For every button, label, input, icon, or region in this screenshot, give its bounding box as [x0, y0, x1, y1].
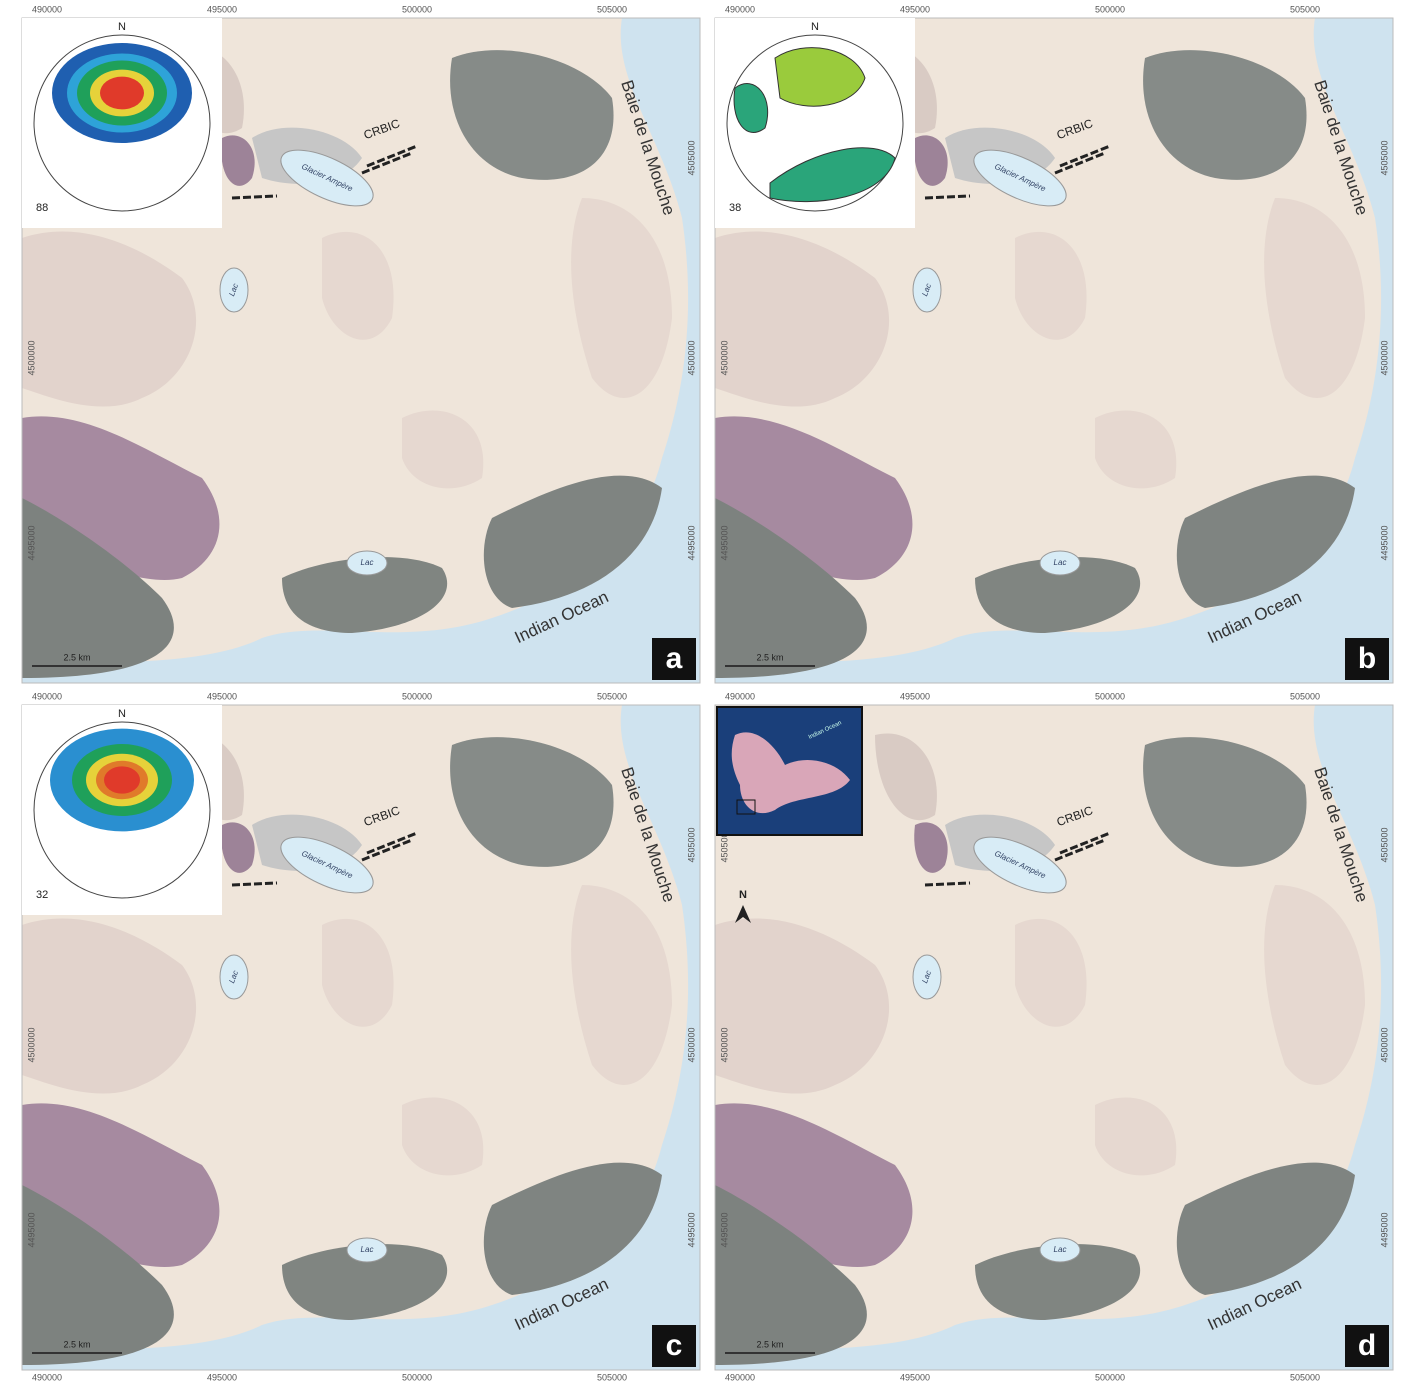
y-coordinate: 4495000 [719, 1212, 729, 1247]
x-coordinate: 500000 [1095, 4, 1125, 14]
x-coordinate: 495000 [900, 4, 930, 14]
place-label: Lac [361, 558, 374, 567]
x-coordinate: 495000 [900, 1372, 930, 1382]
x-coordinate: 490000 [725, 1372, 755, 1382]
x-coordinate: 490000 [32, 1372, 62, 1382]
y-coordinate: 4500000 [719, 1027, 729, 1062]
map-panel: 490000 490000 495000 495000 500000 500000 5050… [21, 691, 701, 1382]
x-coordinate: 495000 [207, 1372, 237, 1382]
x-coordinate: 495000 [207, 4, 237, 14]
x-coordinate: 500000 [402, 1372, 432, 1382]
north-arrow [735, 905, 751, 923]
density-contour [104, 766, 140, 794]
x-coordinate: 490000 [725, 691, 755, 701]
x-coordinate: 505000 [597, 1372, 627, 1382]
y-coordinate: 4500000 [686, 340, 696, 375]
x-coordinate: 490000 [32, 4, 62, 14]
panel-letter-box [1345, 1325, 1389, 1367]
x-coordinate: 495000 [900, 691, 930, 701]
map-panel: 490000 490000 495000 495000 500000 500000 5050… [714, 691, 1394, 1382]
stereonet-north: N [811, 21, 819, 33]
y-coordinate: 4495000 [26, 525, 36, 560]
x-coordinate: 500000 [402, 691, 432, 701]
place-label: Lac [361, 1245, 374, 1254]
inset-island [731, 732, 850, 814]
y-coordinate: 4505000 [1379, 827, 1389, 862]
panel-letter-box [652, 1325, 696, 1367]
place-label: Lac [227, 969, 240, 984]
y-coordinate: 4505000 [686, 140, 696, 175]
scale-label: 2.5 km [756, 652, 783, 662]
place-label: Lac [920, 969, 933, 984]
x-coordinate: 490000 [725, 4, 755, 14]
scale-label: 2.5 km [63, 1339, 90, 1349]
scale-label: 2.5 km [63, 652, 90, 662]
place-label: Lac [227, 282, 240, 297]
y-coordinate: 4505000 [719, 827, 729, 862]
x-coordinate: 500000 [1095, 691, 1125, 701]
y-coordinate: 4500000 [719, 340, 729, 375]
stereonet-north: N [118, 21, 126, 33]
x-coordinate: 505000 [1290, 4, 1320, 14]
x-coordinate: 495000 [207, 691, 237, 701]
place-label: Lac [920, 282, 933, 297]
y-coordinate: 4500000 [1379, 340, 1389, 375]
map-panel: 4900004950005000005050004505000450500045… [714, 4, 1394, 684]
y-coordinate: 4500000 [1379, 1027, 1389, 1062]
density-contour [100, 76, 144, 110]
y-coordinate: 4495000 [1379, 525, 1389, 560]
panel-frame [21, 704, 701, 1371]
y-coordinate: 4495000 [686, 1212, 696, 1247]
x-coordinate: 500000 [1095, 1372, 1125, 1382]
map-panel: 4900004950005000005050004505000450500045… [21, 4, 701, 684]
inset-extent [736, 799, 756, 815]
density-contour [769, 147, 896, 203]
panel-frame [21, 17, 701, 684]
y-coordinate: 4495000 [719, 525, 729, 560]
panel-frame [714, 17, 1394, 684]
x-coordinate: 490000 [32, 691, 62, 701]
density-contour [774, 47, 866, 107]
panel-letter: a [666, 642, 683, 675]
y-coordinate: 4505000 [1379, 140, 1389, 175]
x-coordinate: 505000 [1290, 1372, 1320, 1382]
x-coordinate: 505000 [1290, 691, 1320, 701]
x-coordinate: 505000 [597, 691, 627, 701]
density-contour [733, 83, 769, 133]
place-label: Lac [1054, 558, 1067, 567]
stereonet-north: N [118, 708, 126, 720]
stereonet-count: 38 [729, 202, 741, 214]
y-coordinate: 4500000 [26, 340, 36, 375]
scale-label: 2.5 km [756, 1339, 783, 1349]
place-label: Lac [1054, 1245, 1067, 1254]
north-label: N [739, 889, 747, 901]
y-coordinate: 4500000 [686, 1027, 696, 1062]
panel-letter-box [1345, 638, 1389, 680]
panel-letter: d [1358, 1329, 1376, 1362]
panel-letter: c [666, 1329, 683, 1362]
stereonet-count: 32 [36, 889, 48, 901]
x-coordinate: 500000 [402, 4, 432, 14]
y-coordinate: 4495000 [1379, 1212, 1389, 1247]
panel-frame [714, 704, 1394, 1371]
y-coordinate: 4495000 [26, 1212, 36, 1247]
y-coordinate: 4495000 [686, 525, 696, 560]
y-coordinate: 4500000 [26, 1027, 36, 1062]
panel-letter-box [652, 638, 696, 680]
panel-letter: b [1358, 642, 1376, 675]
stereonet-count: 88 [36, 202, 48, 214]
y-coordinate: 4505000 [686, 827, 696, 862]
x-coordinate: 505000 [597, 4, 627, 14]
